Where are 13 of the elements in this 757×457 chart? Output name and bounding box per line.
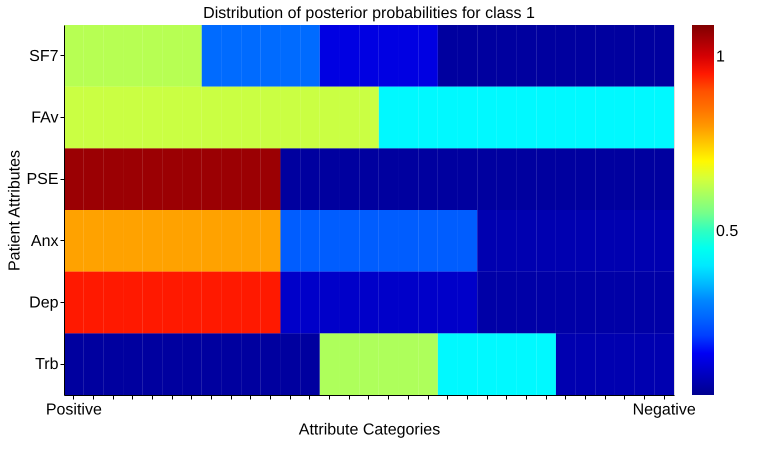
chart-title: Distribution of posterior probabilities for class 1 xyxy=(203,5,535,22)
y-tick-label: SF7 xyxy=(29,48,59,65)
y-tick-label: Trb xyxy=(35,356,59,374)
color-bar-label: 0.5 xyxy=(716,222,738,240)
y-tick-label: PSE xyxy=(26,171,58,188)
y-axis-title: Patient Attributes xyxy=(6,150,24,271)
y-tick-label: Dep xyxy=(29,294,59,312)
color-bar-label: 1 xyxy=(716,48,725,66)
y-tick-label: FAv xyxy=(31,110,58,126)
y-tick-label: Anx xyxy=(30,232,58,250)
x-tick-label: Positive xyxy=(46,402,102,418)
x-axis-title: Attribute Categories xyxy=(298,422,440,438)
x-tick-label: Negative xyxy=(632,402,696,418)
